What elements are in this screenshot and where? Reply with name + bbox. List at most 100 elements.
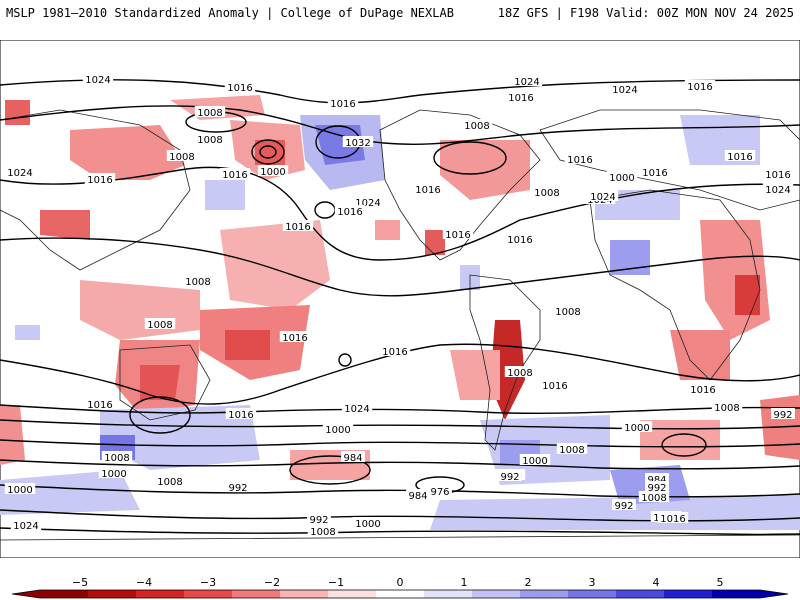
isobar-label-bg — [10, 519, 42, 530]
isobar-label-bg — [539, 379, 571, 390]
isobar-label-bg — [82, 73, 114, 84]
isobar-label-bg — [194, 133, 226, 144]
isobar-label: 1016 — [228, 410, 253, 421]
isobar-label: 1024 — [7, 168, 32, 179]
colorbar-segment — [472, 590, 521, 598]
isobar-label-bg — [531, 186, 563, 197]
isobar-low-south-pacific — [338, 353, 352, 367]
colorbar-segment — [376, 590, 425, 598]
colorbar-segment — [40, 590, 89, 598]
isobar-label: 1000 — [325, 425, 350, 436]
isobar-label-bg — [657, 512, 689, 523]
isobar-label: 1024 — [514, 77, 539, 88]
isobar-label-bg — [166, 150, 198, 161]
isobar-label: 976 — [430, 487, 449, 498]
isobar-label-bg — [639, 166, 671, 177]
isobar-label: 1008 — [555, 307, 580, 318]
anomaly-west-africa — [610, 240, 650, 275]
isobar-label: 1000 — [260, 167, 285, 178]
isobar-label: 1016 — [382, 347, 407, 358]
isobar-label: 992 — [773, 410, 792, 421]
isobar-label: 1008 — [714, 403, 739, 414]
isobar-label-bg — [334, 205, 366, 216]
isobar-label-bg — [219, 168, 251, 179]
anomaly-siberia — [70, 125, 185, 180]
isobar-line — [0, 439, 800, 448]
isobar-label-bg — [564, 153, 596, 164]
map-canvas: 1024 1016 1008 1016 1024 1024 1016 1008 1024 1016… — [0, 40, 800, 558]
isobar-label: 1008 — [464, 121, 489, 132]
isobar-low-aleutian — [251, 139, 285, 165]
isobar-label-bg — [101, 451, 133, 462]
isobar-label-bg — [379, 345, 411, 356]
isobar-label-bg — [307, 525, 339, 536]
isobar-label-bg — [182, 275, 214, 286]
isobar-label: 1024 — [612, 85, 637, 96]
isobar-label-bg — [461, 119, 493, 130]
isobar-label: 1000 — [522, 456, 547, 467]
isobar-label-bg — [154, 475, 186, 486]
isobar-label-bg — [257, 165, 289, 176]
colorbar-tick-label: 1 — [460, 576, 468, 589]
colorbar-frame — [11, 589, 789, 599]
isobar-label: 984 — [647, 475, 666, 486]
isobar-label: 1008 — [147, 320, 172, 331]
colorbar-tick-label: 4 — [652, 576, 660, 589]
anomaly-indian-ocean-west — [15, 325, 40, 340]
anomaly-southern-ocean-west — [100, 405, 260, 470]
map-title: MSLP 1981–2010 Standardized Anomaly | Co… — [6, 6, 454, 20]
isobar-label-bg — [4, 166, 36, 177]
isobar-label-bg — [684, 80, 716, 91]
anomaly-gulf-of-alaska-core — [315, 125, 365, 165]
isobar-label-bg — [327, 97, 359, 108]
colorbar-tick-label: 0 — [396, 576, 404, 589]
asia-outline — [0, 109, 191, 271]
anomaly-south-pacific-core — [225, 330, 270, 360]
isobar-label-bg — [711, 401, 743, 412]
isobar-line — [0, 527, 800, 536]
isobar-low-southern-ocean — [289, 455, 371, 485]
isobar-label-bg — [352, 196, 384, 207]
colorbar-segment — [568, 590, 617, 598]
isobar-line — [0, 237, 800, 297]
isobar-label: 1008 — [197, 108, 222, 119]
colorbar-segment — [712, 590, 761, 598]
isobar-label-bg — [279, 331, 311, 342]
isobar-label: 984 — [343, 453, 362, 464]
positive-anomaly-regions — [0, 115, 800, 530]
isobar-label-bg — [341, 402, 373, 413]
colorbar-segment — [664, 590, 713, 598]
colorbar-min-arrow — [12, 590, 40, 598]
isobar-label: 1016 — [660, 514, 685, 525]
isobar-label: 1024 — [85, 75, 110, 86]
isobar-label-bg — [225, 408, 257, 419]
isobar-label-layer: 1024 1016 1008 1016 1024 1024 1016 1008 1024 1016… — [4, 73, 795, 538]
isobar-label-bg — [4, 483, 36, 494]
colorbar-tick-label: 2 — [524, 576, 532, 589]
isobar-label: 1016 — [687, 82, 712, 93]
anomaly-south-asia — [40, 210, 90, 240]
isobar-low-hudson — [433, 141, 507, 175]
anomaly-east-africa-core — [735, 275, 760, 315]
isobar-label-bg — [342, 136, 374, 147]
isobar-label: 992 — [647, 483, 666, 494]
isobar-label-bg — [406, 489, 430, 500]
isobar-label: 1016 — [727, 152, 752, 163]
isobar-label-bg — [144, 318, 176, 329]
isobar-label: 1000 — [355, 519, 380, 530]
isobar-label-bg — [504, 366, 536, 377]
isobar-line — [0, 79, 800, 104]
isobar-label: 1016 — [282, 333, 307, 344]
isobar-line — [0, 509, 800, 522]
isobar-label: 1000 — [101, 469, 126, 480]
isobar-label: 1016 — [222, 170, 247, 181]
isobar-label-bg — [307, 513, 331, 524]
isobar-label: 1032 — [345, 138, 370, 149]
colorbar-segment — [616, 590, 665, 598]
anomaly-australia-core — [140, 365, 180, 400]
isobar-label: 1008 — [507, 368, 532, 379]
isobar-label: 1008 — [169, 152, 194, 163]
isobar-label: 1024 — [13, 521, 38, 532]
isobar-label-bg — [98, 467, 130, 478]
isobar-label: 1024 — [355, 198, 380, 209]
